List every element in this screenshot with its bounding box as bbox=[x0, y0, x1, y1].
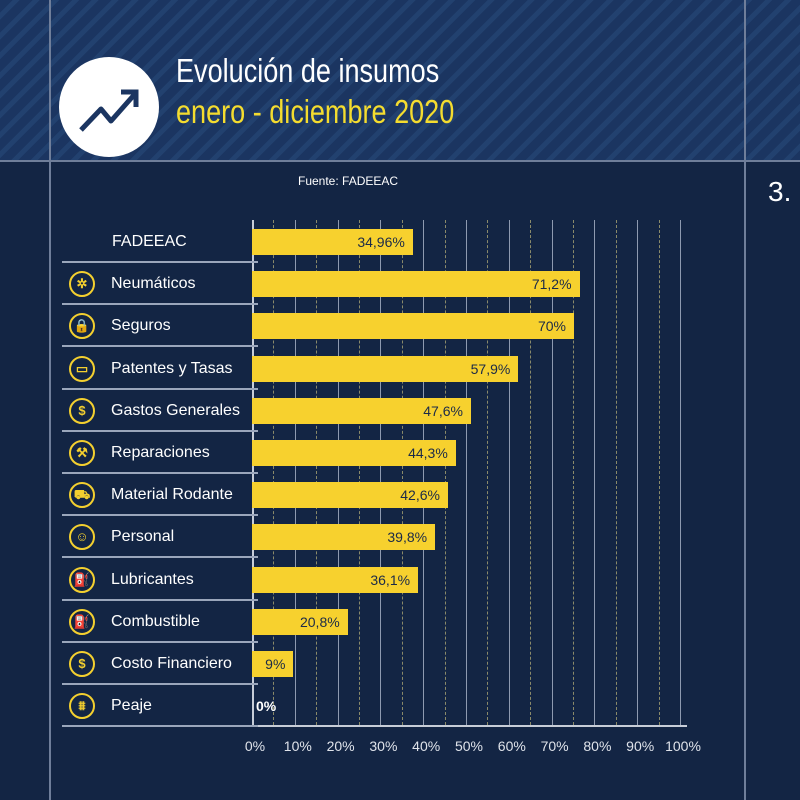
grid-line bbox=[658, 220, 661, 725]
bar bbox=[252, 313, 574, 340]
bar-value-label: 70% bbox=[537, 318, 566, 335]
category-label: Reparaciones bbox=[111, 444, 210, 461]
bar-value-label: 44,3% bbox=[408, 445, 448, 461]
frame-line bbox=[49, 0, 51, 800]
frame-line bbox=[0, 160, 800, 162]
category-label: Peaje bbox=[111, 697, 152, 715]
x-tick-label: 50% bbox=[454, 738, 484, 754]
row-divider bbox=[62, 725, 258, 728]
frame-line bbox=[744, 0, 746, 800]
toll-gate-icon: ⩩ bbox=[69, 693, 95, 720]
bar bbox=[252, 566, 419, 593]
row-divider bbox=[62, 472, 258, 474]
x-tick-label: 20% bbox=[326, 738, 355, 754]
bar-value-label: 9% bbox=[265, 656, 286, 672]
bar-value-label: 39,8% bbox=[387, 529, 428, 546]
row-divider bbox=[62, 556, 258, 559]
source-note: Fuente: FADEEAC bbox=[298, 174, 399, 188]
row-divider bbox=[62, 387, 258, 390]
grid-line bbox=[466, 220, 467, 725]
page-subtitle: enero - diciembre 2020 bbox=[176, 93, 455, 130]
bar bbox=[252, 482, 448, 509]
grid-line bbox=[594, 220, 596, 725]
category-label: Lubricantes bbox=[111, 570, 194, 588]
row-divider bbox=[62, 683, 258, 685]
row-divider bbox=[62, 514, 258, 517]
category-label: Neumáticos bbox=[111, 275, 196, 293]
grid-line bbox=[444, 220, 447, 725]
bar bbox=[252, 397, 471, 424]
category-label: Seguros bbox=[111, 317, 171, 335]
grid-line bbox=[508, 220, 510, 725]
person-icon: ☺ bbox=[69, 524, 95, 551]
tire-icon: ✲ bbox=[69, 271, 95, 298]
bar-value-label: 42,6% bbox=[400, 487, 440, 504]
x-tick-label: 70% bbox=[540, 738, 569, 754]
bar-value-label: 57,9% bbox=[470, 360, 511, 377]
category-label: Personal bbox=[111, 528, 175, 546]
grid-line bbox=[273, 220, 275, 725]
lock-icon: 🔒 bbox=[69, 313, 95, 340]
bar-value-label: 34,96% bbox=[357, 234, 405, 250]
x-tick-label: 100% bbox=[665, 738, 701, 754]
bar-value-label: 20,8% bbox=[299, 613, 340, 630]
truck-icon: ⛟ bbox=[69, 482, 95, 509]
x-tick-label: 0% bbox=[244, 738, 266, 754]
x-tick-label: 10% bbox=[283, 738, 312, 754]
grid-line bbox=[359, 220, 361, 725]
row-divider bbox=[62, 261, 258, 263]
row-divider bbox=[62, 429, 258, 432]
page-title: Evolución de insumos bbox=[176, 52, 440, 89]
grid-line bbox=[615, 220, 618, 725]
grid-line bbox=[487, 220, 489, 725]
row-divider bbox=[62, 345, 258, 348]
category-label: Costo Financiero bbox=[111, 655, 232, 672]
bar bbox=[252, 651, 294, 677]
oil-can-icon: ⛽ bbox=[69, 566, 95, 593]
money-icon: $ bbox=[69, 397, 95, 424]
bar bbox=[252, 440, 456, 466]
bar-value-label: 71,2% bbox=[531, 276, 572, 293]
grid-line bbox=[423, 220, 425, 725]
bar-value-label: 36,1% bbox=[370, 571, 411, 588]
x-tick-label: 60% bbox=[497, 738, 526, 754]
x-axis-line bbox=[249, 725, 687, 727]
category-label: Material Rodante bbox=[111, 486, 233, 504]
grid-line bbox=[530, 220, 532, 725]
grid-line bbox=[294, 220, 296, 725]
bar bbox=[252, 271, 580, 298]
x-tick-label: 80% bbox=[583, 738, 612, 754]
grid-line bbox=[380, 220, 382, 725]
grid-line bbox=[337, 220, 339, 725]
grid-line bbox=[551, 220, 553, 725]
x-tick-label: 90% bbox=[626, 738, 655, 754]
bar bbox=[252, 355, 519, 382]
category-label: FADEEAC bbox=[112, 233, 187, 250]
grid-line bbox=[401, 220, 404, 725]
category-label: Combustible bbox=[111, 612, 200, 630]
page-number: 3. bbox=[768, 176, 792, 207]
wrench-icon: ⚒ bbox=[69, 440, 95, 466]
bar-value-label: 47,6% bbox=[423, 402, 463, 419]
bar bbox=[252, 524, 436, 551]
x-tick-label: 40% bbox=[412, 738, 441, 754]
grid-line bbox=[680, 220, 681, 725]
category-label: Gastos Generales bbox=[111, 401, 240, 419]
x-tick-label: 30% bbox=[369, 738, 398, 754]
row-divider bbox=[62, 640, 258, 643]
fuel-pump-icon: ⛽ bbox=[69, 608, 95, 635]
grid-line bbox=[637, 220, 639, 725]
bar-value-label: 0% bbox=[256, 698, 277, 715]
license-plate-icon: ▭ bbox=[69, 355, 95, 382]
dollar-icon: $ bbox=[69, 651, 95, 677]
category-label: Patentes y Tasas bbox=[111, 359, 233, 377]
bar bbox=[252, 229, 413, 255]
row-divider bbox=[62, 598, 258, 601]
grid-line bbox=[316, 220, 318, 725]
row-divider bbox=[62, 303, 258, 306]
grid-line bbox=[573, 220, 575, 725]
bar bbox=[252, 608, 348, 635]
trend-up-arrow-icon bbox=[59, 57, 159, 157]
